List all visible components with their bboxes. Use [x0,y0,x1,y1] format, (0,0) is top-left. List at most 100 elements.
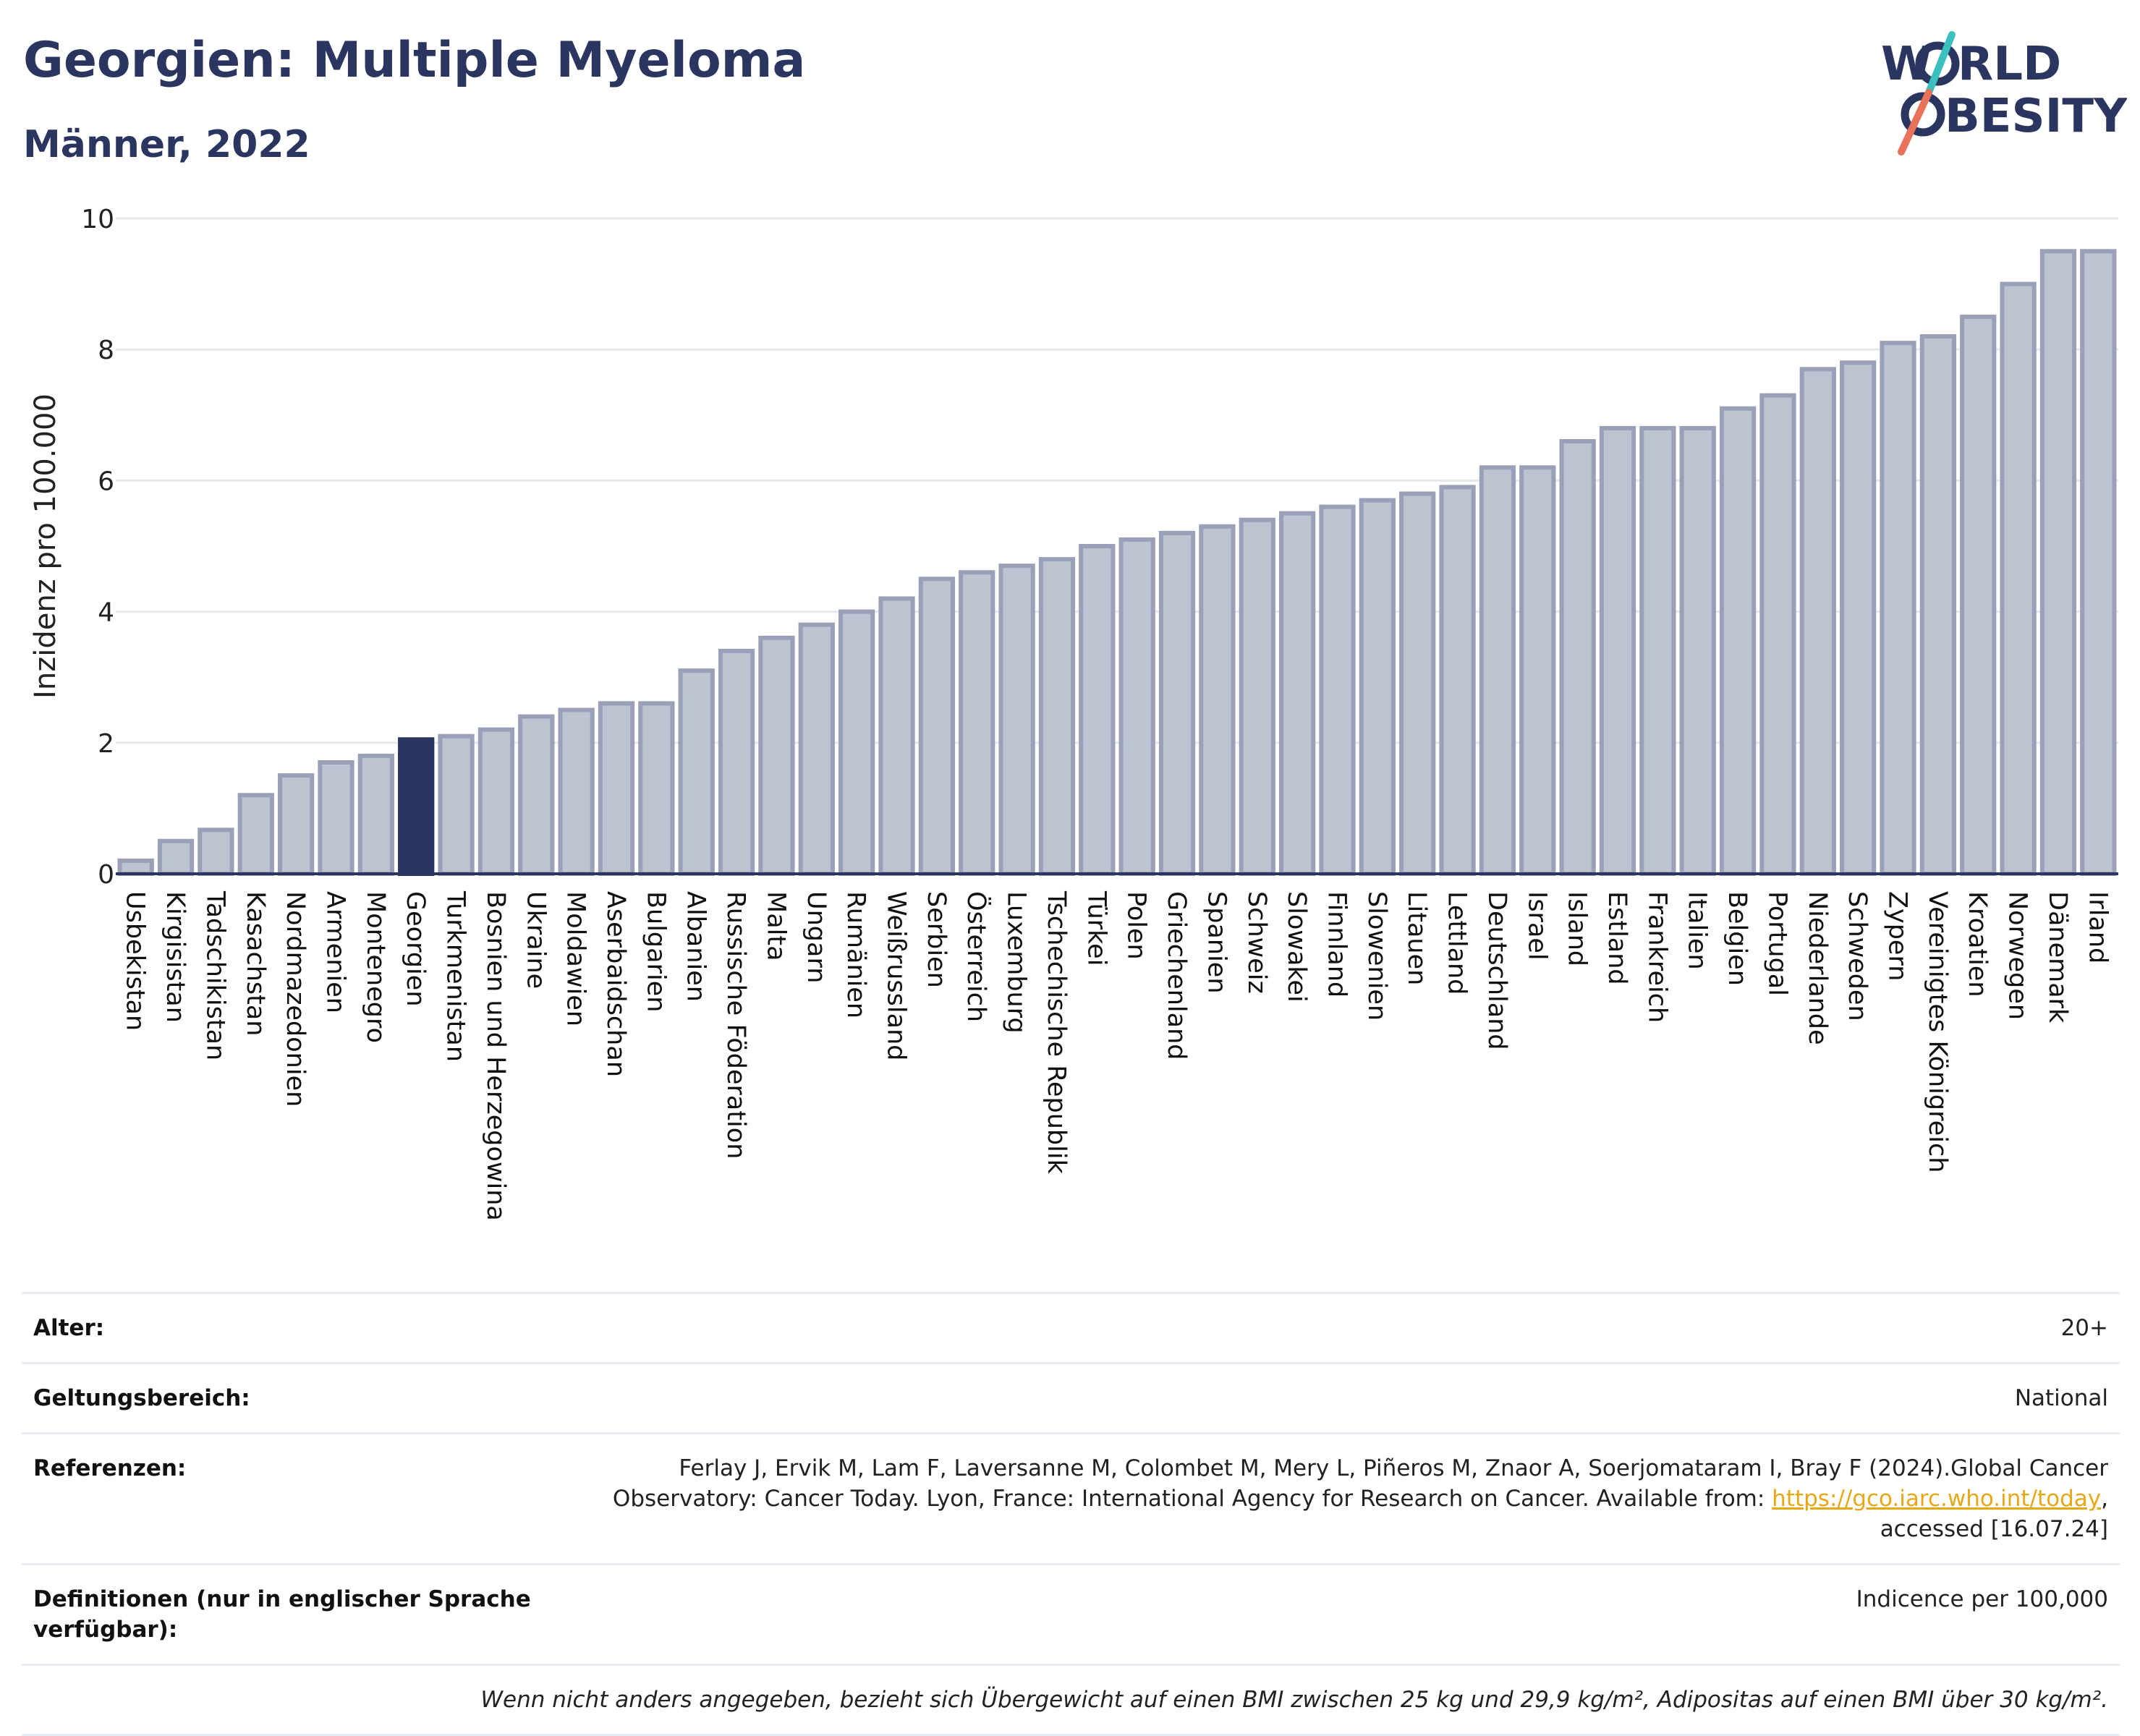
bar-Island [1559,439,1596,876]
bar-Türkei [1079,544,1116,876]
bar-Turkmenistan [438,733,475,876]
page-subtitle: Männer, 2022 [23,123,310,166]
x-tick-label: Österreich [961,891,992,1022]
x-tick-label: Albanien [682,891,710,1002]
x-tick-label: Turkmenistan [441,890,470,1062]
bar-Tschechische Republik [1038,557,1076,876]
references-text: Ferlay J, Ervik M, Lam F, Laversanne M, … [612,1455,2108,1512]
info-row-references: Referenzen: Ferlay J, Ervik M, Lam F, La… [22,1432,2120,1563]
x-tick-label: Frankreich [1642,891,1671,1023]
info-row-scope: Geltungsbereich: National [22,1362,2120,1432]
bar-Serbien [918,576,956,876]
bmi-note: Wenn nicht anders angegeben, bezieht sic… [480,1687,2108,1713]
x-tick-label: Irland [2083,891,2112,963]
x-tick-label: Nordmazedonien [281,891,310,1107]
bar-Russische Föderation [718,648,755,877]
bar-Slowakei [1278,511,1316,876]
bar-Nordmazedonien [277,773,315,876]
world-obesity-logo: W RLD BESITY [1881,31,2127,156]
bar-Slowenien [1359,498,1396,876]
x-tick-label: Tschechische Republik [1042,890,1071,1175]
y-axis-label: Inzidenz pro 100.000 [29,393,62,699]
logo-text-rld: RLD [1958,38,2061,91]
bar-Belgien [1719,406,1757,876]
x-tick-label: Estland [1602,891,1631,985]
bar-Dänemark [2039,249,2077,876]
x-tick-label: Litauen [1402,891,1431,985]
logo-o-bottom [1901,92,1945,137]
x-tick-label: Portugal [1762,891,1791,996]
y-tick-label: 0 [98,860,114,890]
x-tick-label: Serbien [922,891,951,988]
bar-Niederlande [1799,367,1836,876]
x-tick-label: Weißrussland [882,891,911,1060]
x-tick-label: Israel [1522,891,1551,961]
x-tick-label: Aserbaidschan [601,891,630,1077]
logo-text-besity: BESITY [1945,90,2127,143]
bar-Armenien [318,760,354,876]
bar-Bulgarien [638,701,675,876]
x-tick-label: Italien [1683,891,1712,970]
bar-Albanien [678,668,715,876]
info-table: Alter: 20+ Geltungsbereich: National Ref… [22,1292,2120,1736]
bar-Italien [1679,425,1716,876]
x-tick-label: Rumänien [841,891,870,1018]
bar-Finnland [1319,504,1356,876]
x-tick-label: Norwegen [2003,891,2032,1020]
bar-Kasachstan [237,793,274,877]
y-tick-label: 10 [81,205,114,234]
age-value: 20+ [2060,1315,2108,1341]
x-tick-label: Island [1563,891,1592,966]
x-tick-label: Armenien [320,891,349,1013]
x-tick-label: Türkei [1082,890,1111,966]
bar-Kroatien [1960,314,1997,876]
bar-Rumänien [838,609,875,876]
x-tick-label: Deutschland [1482,891,1511,1050]
scope-value: National [2014,1385,2108,1411]
bar-Spanien [1199,524,1236,876]
definitions-label: Definitionen (nur in englischer Sprache … [33,1586,531,1643]
bar-Norwegen [2000,281,2037,877]
references-label: Referenzen: [33,1455,187,1481]
x-tick-label: Luxemburg [1002,891,1031,1034]
x-tick-label: Ukraine [521,891,550,989]
x-tick-label: Vereinigtes Königreich [1923,891,1952,1173]
bar-chart: 0 2 4 6 8 10 Inzidenz pro 100.000 Usbekistan Kir… [29,205,2118,1221]
bar-Lettland [1439,485,1476,876]
bar-Schweden [1840,360,1877,876]
info-row-age: Alter: 20+ [22,1292,2120,1362]
x-tick-label: Polen [1122,891,1151,960]
bar-Luxemburg [998,563,1035,876]
logo-o-top [1915,41,1960,86]
bar-Usbekistan [117,858,154,877]
bar-Deutschland [1479,465,1516,876]
x-tick-label: Usbekistan [121,891,150,1031]
bar-Litauen [1399,491,1436,876]
logo-slash-bottom [1898,89,1932,156]
bar-Weißrussland [878,596,915,876]
x-tick-label: Finnland [1322,891,1351,997]
bar-Irland [2080,249,2117,876]
x-tick-label: Kasachstan [241,891,270,1036]
y-tick-label: 6 [98,467,114,496]
references-link[interactable]: https://gco.iarc.who.int/today [1772,1486,2102,1512]
bar-Griechenland [1158,530,1196,876]
definitions-value: Indicence per 100,000 [1856,1586,2108,1612]
bar-Ungarn [798,622,835,876]
bar-Zypern [1880,341,1916,876]
x-tick-label: Dänemark [2043,891,2072,1024]
x-tick-label: Schweden [1843,891,1872,1021]
bar-Österreich [959,570,995,876]
x-tick-label: Bosnien und Herzegowina [481,891,510,1221]
x-tick-label: Lettland [1443,891,1472,995]
page-title: Georgien: Multiple Myeloma [23,32,806,89]
y-tick-label: 4 [98,598,114,628]
scope-label: Geltungsbereich: [33,1385,250,1411]
x-tick-label: Slowakei [1282,891,1311,1003]
bar-Schweiz [1239,517,1275,876]
bar-Portugal [1759,393,1796,876]
bar-Israel [1519,465,1556,876]
x-tick-label: Tadschikistan [200,890,229,1060]
references-value: Ferlay J, Ervik M, Lam F, Laversanne M, … [540,1453,2108,1544]
x-tick-label: Russische Föderation [721,891,750,1159]
